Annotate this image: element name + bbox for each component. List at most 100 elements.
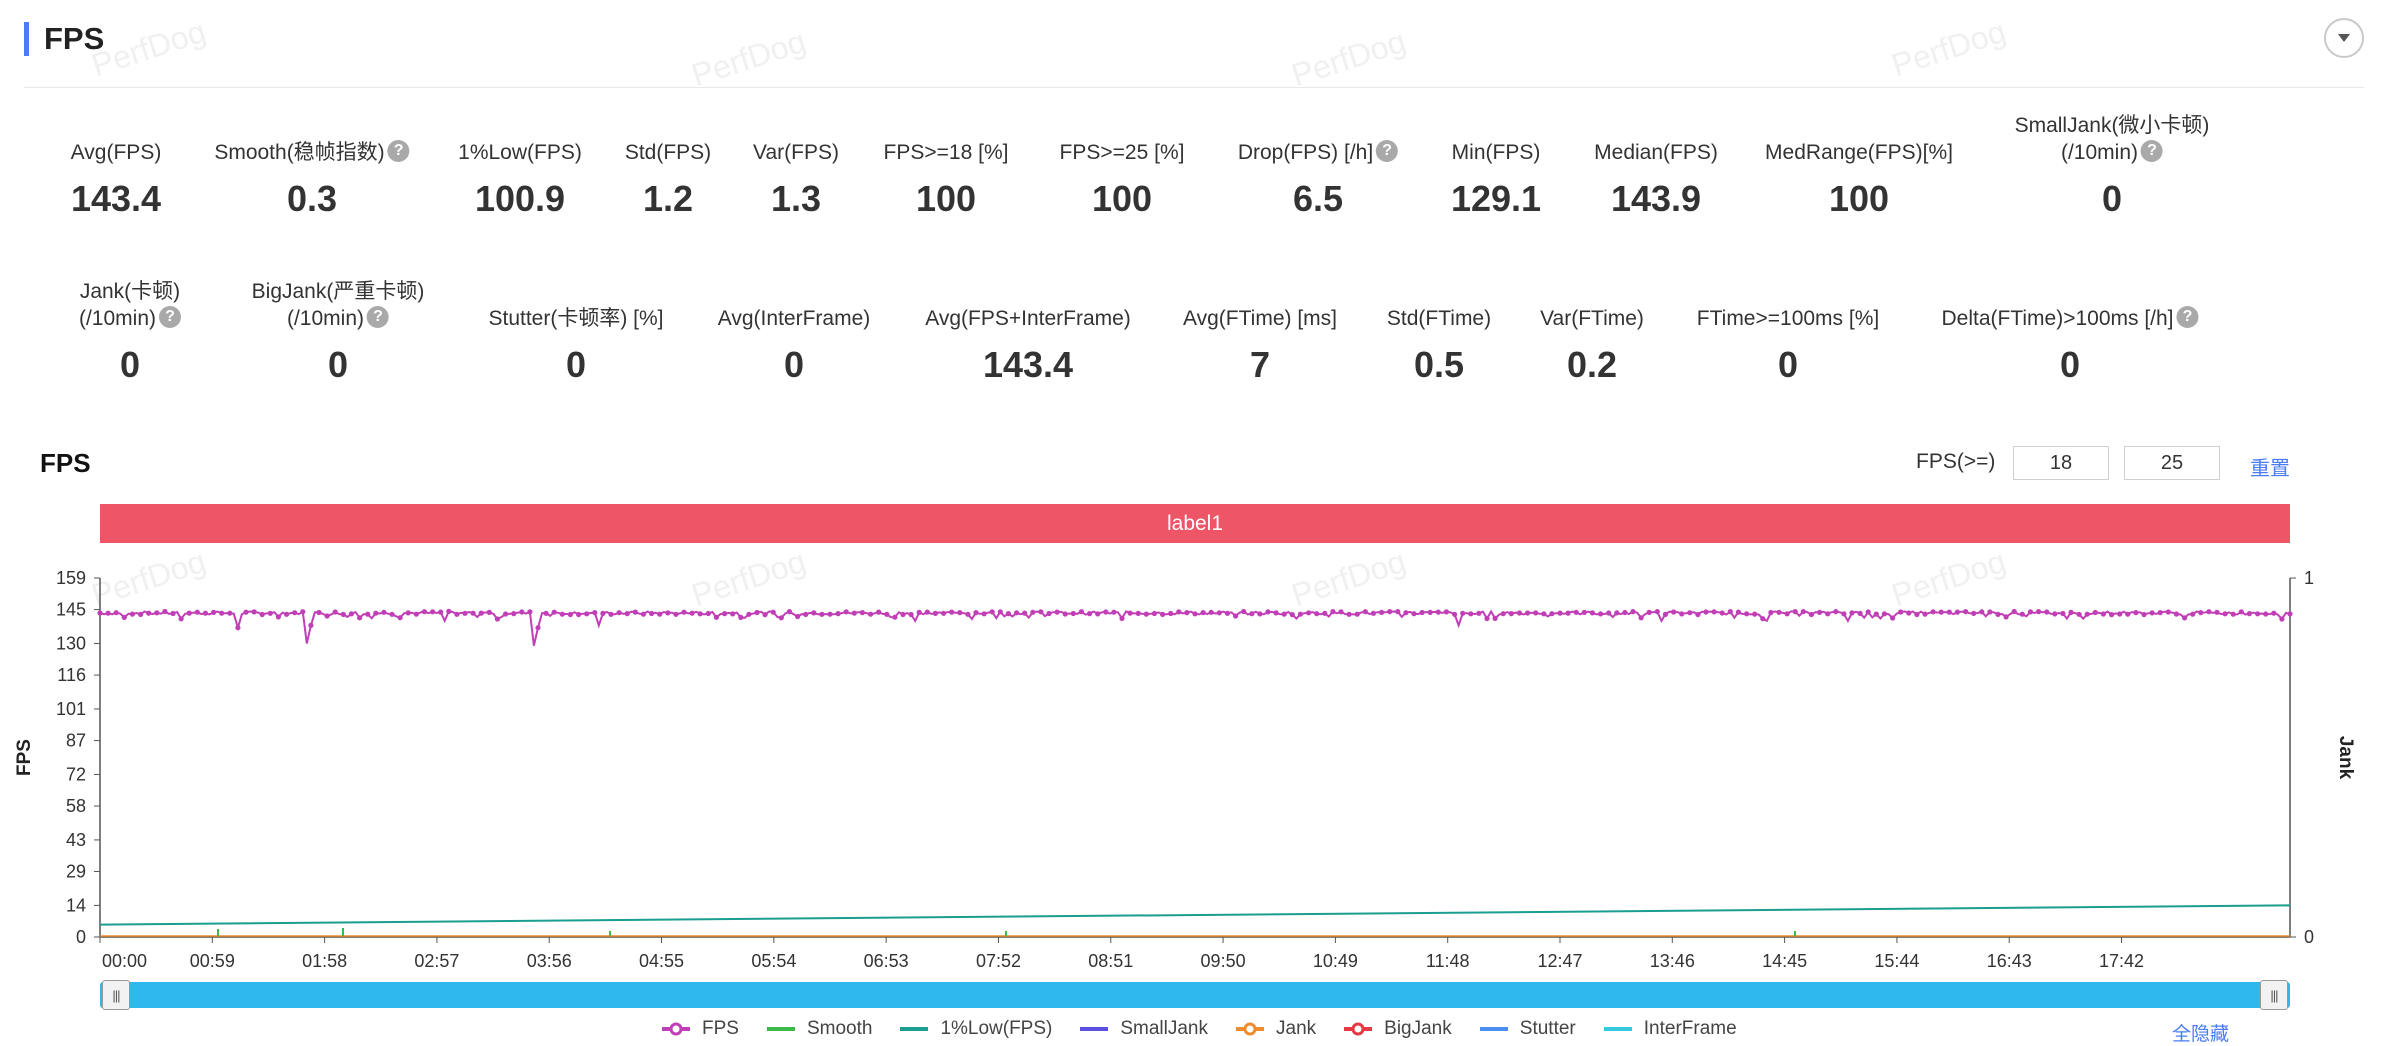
stat-stats_row2-0: Jank(卡顿) (/10min)? 0 <box>79 274 182 386</box>
fps-point <box>267 610 273 616</box>
fps-point <box>1216 610 1222 616</box>
fps-point <box>1654 609 1660 615</box>
fps-point <box>470 610 476 616</box>
fps-point <box>1638 615 1644 621</box>
fps-point <box>908 611 914 618</box>
fps-point <box>981 611 987 617</box>
x-tick-label: 10:49 <box>1313 951 1358 971</box>
legend-item-1-low-fps-[interactable]: 1%Low(FPS) <box>900 1018 1052 1040</box>
fps-point <box>2060 610 2066 617</box>
stat-label-text: Avg(FPS) <box>70 141 162 164</box>
legend-item-jank[interactable]: Jank <box>1236 1018 1316 1040</box>
stat-label: FPS>=18 [%] <box>884 139 1009 166</box>
fps-point <box>1516 610 1522 616</box>
fps-point <box>1630 609 1636 615</box>
fps-point <box>1865 609 1871 615</box>
y-tick-label: 0 <box>76 927 86 947</box>
threshold-input-1[interactable] <box>2013 446 2109 480</box>
stat-label: Std(FPS) <box>625 139 711 166</box>
fps-point <box>1338 609 1344 615</box>
help-icon[interactable]: ? <box>2141 140 2164 163</box>
legend-item-smalljank[interactable]: SmallJank <box>1080 1018 1208 1040</box>
help-icon[interactable]: ? <box>1376 140 1399 163</box>
legend-item-bigjank[interactable]: BigJank <box>1344 1018 1452 1040</box>
fps-point <box>154 610 160 616</box>
zoom-slider-right-handle[interactable]: ||| <box>2260 980 2288 1010</box>
fps-point <box>1160 611 1166 617</box>
help-icon[interactable]: ? <box>367 306 390 329</box>
fps-point <box>730 611 736 617</box>
zoom-slider-left-handle[interactable]: ||| <box>102 980 130 1010</box>
help-icon[interactable]: ? <box>387 140 410 163</box>
hide-all-link[interactable]: 全隐藏 <box>2172 1024 2230 1045</box>
fps-point <box>2157 610 2163 616</box>
reset-link[interactable]: 重置 <box>2250 458 2290 480</box>
watermark-text: PerfDog <box>687 22 810 94</box>
fps-point <box>178 616 184 622</box>
x-tick-label: 17:42 <box>2099 951 2144 971</box>
fps-point <box>1792 609 1798 615</box>
stat-value: 0 <box>783 344 805 385</box>
zoom-slider-track[interactable] <box>100 982 2290 1008</box>
fps-point <box>1711 609 1717 615</box>
fps-point <box>1265 609 1271 615</box>
fps-point <box>608 611 614 617</box>
fps-point <box>965 611 971 617</box>
fps-chart[interactable]: 159 145 130 116 101 87 72 58 43 29 14 0 1 0 FPS Jank 00:… <box>0 548 2388 978</box>
y-tick-label: 14 <box>66 895 86 915</box>
fps-point <box>2117 611 2123 617</box>
fps-point <box>600 610 606 616</box>
legend-item-stutter[interactable]: Stutter <box>1479 1018 1576 1040</box>
legend-item-fps[interactable]: FPS <box>662 1018 739 1040</box>
stat-value: 0.3 <box>286 178 338 219</box>
help-icon[interactable]: ? <box>159 306 182 329</box>
stat-label-unit: (/10min) <box>286 307 365 330</box>
fps-point <box>1306 610 1312 616</box>
fps-point <box>1370 610 1376 616</box>
y-tick-label: 101 <box>56 699 86 719</box>
time-label-band[interactable]: label1 <box>100 504 2290 543</box>
fps-point <box>2044 609 2050 615</box>
fps-point <box>1906 610 1912 616</box>
fps-point <box>397 615 403 621</box>
fps-point <box>843 609 849 615</box>
fps-point <box>2141 611 2147 618</box>
x-tick-label: 01:58 <box>302 951 347 971</box>
fps-point <box>697 611 703 617</box>
threshold-input-2[interactable] <box>2124 446 2220 480</box>
stat-label: MedRange(FPS)[%] <box>1765 139 1953 166</box>
fps-point <box>348 611 354 617</box>
stat-label-text: FPS>=18 [%] <box>883 141 1009 164</box>
help-icon[interactable]: ? <box>2176 306 2199 329</box>
fps-point <box>705 610 711 617</box>
fps-point <box>1898 609 1904 615</box>
legend-item-interframe[interactable]: InterFrame <box>1603 1018 1737 1040</box>
stat-stats_row1-0: Avg(FPS) 143.4 <box>71 108 162 220</box>
fps-point <box>665 610 671 616</box>
fps-point <box>1208 609 1214 615</box>
fps-point <box>2133 610 2139 616</box>
fps-point <box>300 609 306 615</box>
fps-point <box>1014 610 1020 616</box>
legend-label: FPS <box>702 1018 739 1039</box>
fps-point <box>1427 609 1433 615</box>
legend-item-smooth[interactable]: Smooth <box>766 1018 872 1040</box>
fps-point <box>1606 610 1612 616</box>
fps-point <box>1233 613 1239 619</box>
watermark-text: PerfDog <box>87 12 210 84</box>
legend-label: InterFrame <box>1643 1018 1737 1039</box>
stat-label-text: Delta(FTime)>100ms [/h] <box>1941 307 2174 330</box>
fps-point <box>1971 610 1977 616</box>
legend-label: BigJank <box>1384 1018 1452 1039</box>
fps-point <box>1492 615 1498 621</box>
stat-label: Median(FPS) <box>1594 139 1718 166</box>
stat-value: 7 <box>1249 344 1271 385</box>
fps-point <box>1200 610 1206 616</box>
collapse-button[interactable] <box>2324 18 2364 58</box>
fps-point <box>1849 610 1855 616</box>
fps-point <box>1005 611 1012 617</box>
fps-point <box>227 610 233 616</box>
fps-point <box>1557 610 1563 616</box>
fps-point <box>486 609 492 615</box>
fps-point <box>1979 609 1985 615</box>
